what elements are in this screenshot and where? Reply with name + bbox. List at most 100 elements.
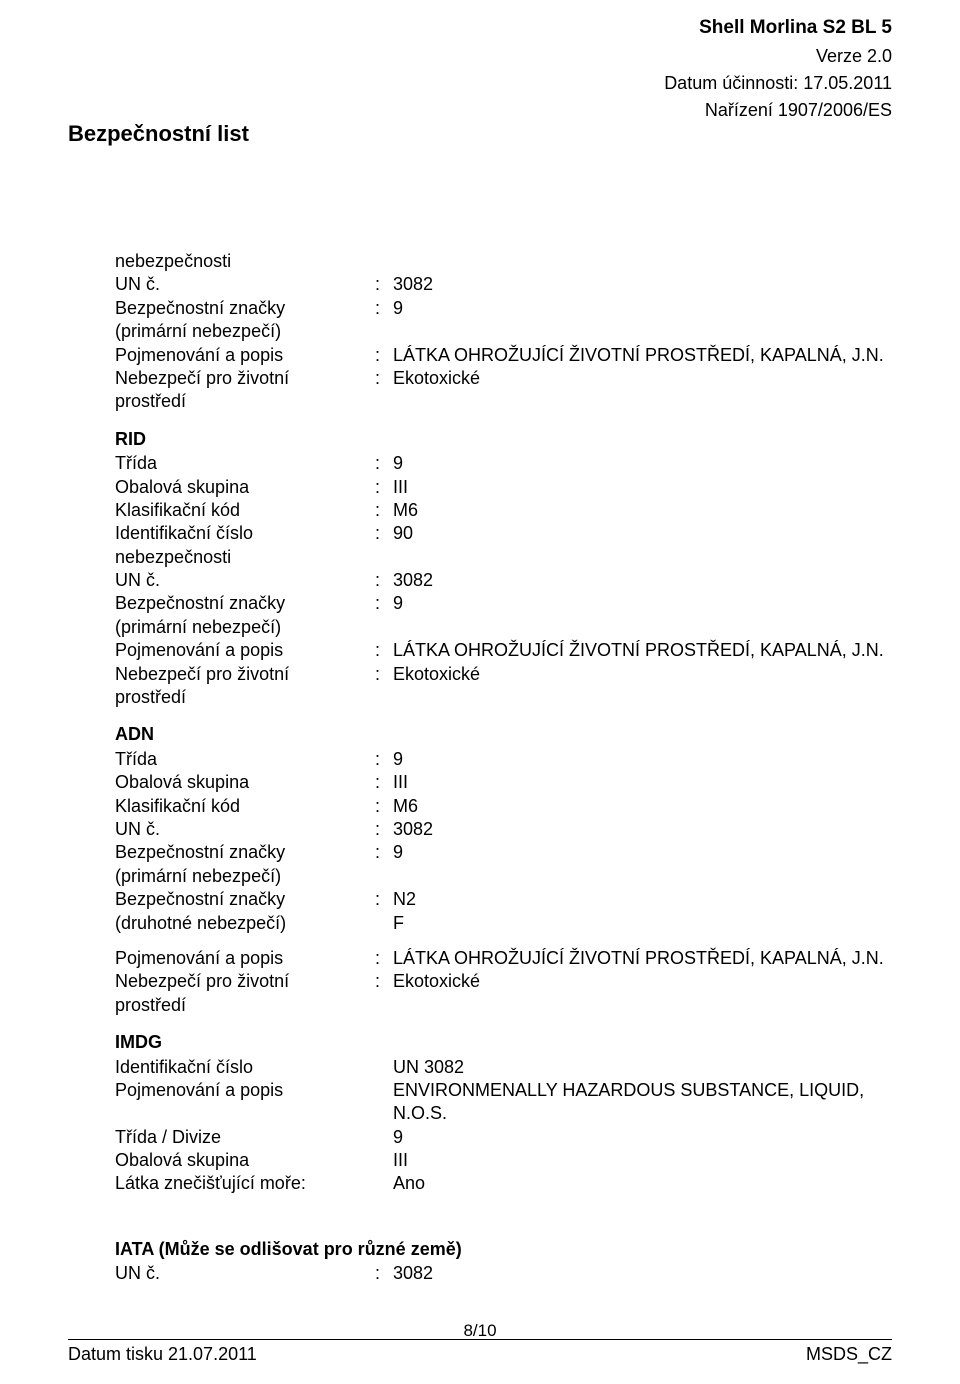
- field-row: Bezpečnostní značky:9: [115, 592, 892, 615]
- field-colon: [375, 912, 393, 935]
- field-value: 9: [393, 452, 892, 475]
- field-value: ENVIRONMENALLY HAZARDOUS SUBSTANCE, LIQU…: [393, 1079, 892, 1126]
- field-value: III: [393, 771, 892, 794]
- field-label: Pojmenování a popis: [115, 344, 375, 367]
- iata-block: UN č.:3082: [115, 1262, 892, 1285]
- field-value: III: [393, 1149, 892, 1172]
- field-row: Bezpečnostní značky:N2: [115, 888, 892, 911]
- field-value: LÁTKA OHROŽUJÍCÍ ŽIVOTNÍ PROSTŘEDÍ, KAPA…: [393, 344, 892, 367]
- content: nebezpečnostiUN č.:3082Bezpečnostní znač…: [115, 250, 892, 1286]
- field-row: UN č.:3082: [115, 1262, 892, 1285]
- field-row: Pojmenování a popis ENVIRONMENALLY HAZARD…: [115, 1079, 892, 1126]
- field-colon: [375, 390, 393, 413]
- field-row: prostředí: [115, 390, 892, 413]
- field-colon: [375, 250, 393, 273]
- top-block: nebezpečnostiUN č.:3082Bezpečnostní znač…: [115, 250, 892, 414]
- field-colon: :: [375, 499, 393, 522]
- field-colon: [375, 320, 393, 343]
- field-value: Ekotoxické: [393, 367, 892, 390]
- field-value: [393, 390, 892, 413]
- field-colon: [375, 1149, 393, 1172]
- field-label: Klasifikační kód: [115, 795, 375, 818]
- field-label: Obalová skupina: [115, 771, 375, 794]
- field-label: prostředí: [115, 390, 375, 413]
- field-value: [393, 320, 892, 343]
- field-label: prostředí: [115, 686, 375, 709]
- field-row: Bezpečnostní značky:9: [115, 297, 892, 320]
- field-value: [393, 686, 892, 709]
- field-colon: :: [375, 367, 393, 390]
- field-colon: :: [375, 569, 393, 592]
- regulation: Nařízení 1907/2006/ES: [664, 99, 892, 122]
- adn-block2: Pojmenování a popis:LÁTKA OHROŽUJÍCÍ ŽIV…: [115, 947, 892, 1017]
- field-value: 3082: [393, 569, 892, 592]
- field-value: 90: [393, 522, 892, 545]
- rid-title: RID: [115, 428, 892, 451]
- field-label: Pojmenování a popis: [115, 1079, 375, 1126]
- field-label: (primární nebezpečí): [115, 865, 375, 888]
- field-label: Bezpečnostní značky: [115, 841, 375, 864]
- field-label: Obalová skupina: [115, 1149, 375, 1172]
- field-value: 9: [393, 297, 892, 320]
- field-row: Látka znečišťující moře: Ano: [115, 1172, 892, 1195]
- field-colon: [375, 1079, 393, 1126]
- field-colon: [375, 1056, 393, 1079]
- footer-left: Datum tisku 21.07.2011: [68, 1343, 257, 1366]
- field-colon: :: [375, 273, 393, 296]
- field-colon: [375, 994, 393, 1017]
- field-label: (druhotné nebezpečí): [115, 912, 375, 935]
- field-row: Klasifikační kód:M6: [115, 795, 892, 818]
- field-colon: :: [375, 344, 393, 367]
- field-colon: :: [375, 592, 393, 615]
- field-row: nebezpečnosti: [115, 250, 892, 273]
- field-row: Třída:9: [115, 748, 892, 771]
- field-row: Bezpečnostní značky:9: [115, 841, 892, 864]
- imdg-title: IMDG: [115, 1031, 892, 1054]
- field-colon: :: [375, 888, 393, 911]
- field-label: UN č.: [115, 1262, 375, 1285]
- field-label: Identifikační číslo: [115, 522, 375, 545]
- field-row: Pojmenování a popis:LÁTKA OHROŽUJÍCÍ ŽIV…: [115, 639, 892, 662]
- field-value: 9: [393, 592, 892, 615]
- field-row: UN č.:3082: [115, 818, 892, 841]
- rid-block: Třída:9Obalová skupina:IIIKlasifikační k…: [115, 452, 892, 709]
- field-value: [393, 616, 892, 639]
- imdg-block: Identifikační čísloUN 3082Pojmenování a …: [115, 1056, 892, 1196]
- field-label: Klasifikační kód: [115, 499, 375, 522]
- field-colon: [375, 546, 393, 569]
- field-value: [393, 546, 892, 569]
- field-row: Třída / Divize9: [115, 1126, 892, 1149]
- field-colon: :: [375, 476, 393, 499]
- field-row: Obalová skupina:III: [115, 771, 892, 794]
- field-colon: :: [375, 452, 393, 475]
- field-colon: [375, 865, 393, 888]
- field-colon: :: [375, 663, 393, 686]
- field-colon: :: [375, 841, 393, 864]
- field-value: 9: [393, 1126, 892, 1149]
- field-value: [393, 250, 892, 273]
- field-row: prostředí: [115, 994, 892, 1017]
- adn-block: Třída:9Obalová skupina:IIIKlasifikační k…: [115, 748, 892, 935]
- field-label: Látka znečišťující moře:: [115, 1172, 375, 1195]
- field-label: Bezpečnostní značky: [115, 297, 375, 320]
- field-row: Nebezpečí pro životní:Ekotoxické: [115, 367, 892, 390]
- field-label: nebezpečnosti: [115, 546, 375, 569]
- field-row: (primární nebezpečí): [115, 320, 892, 343]
- field-value: UN 3082: [393, 1056, 892, 1079]
- field-value: Ano: [393, 1172, 892, 1195]
- field-row: (primární nebezpečí): [115, 865, 892, 888]
- field-value: III: [393, 476, 892, 499]
- field-row: Nebezpečí pro životní:Ekotoxické: [115, 663, 892, 686]
- field-colon: :: [375, 639, 393, 662]
- field-value: LÁTKA OHROŽUJÍCÍ ŽIVOTNÍ PROSTŘEDÍ, KAPA…: [393, 947, 892, 970]
- field-row: UN č.:3082: [115, 273, 892, 296]
- product-name: Shell Morlina S2 BL 5: [664, 16, 892, 41]
- header-right: Shell Morlina S2 BL 5 Verze 2.0 Datum úč…: [664, 16, 892, 123]
- field-label: (primární nebezpečí): [115, 320, 375, 343]
- field-colon: :: [375, 522, 393, 545]
- field-value: Ekotoxické: [393, 663, 892, 686]
- field-colon: [375, 1126, 393, 1149]
- field-label: Pojmenování a popis: [115, 639, 375, 662]
- field-value: N2: [393, 888, 892, 911]
- field-value: Ekotoxické: [393, 970, 892, 993]
